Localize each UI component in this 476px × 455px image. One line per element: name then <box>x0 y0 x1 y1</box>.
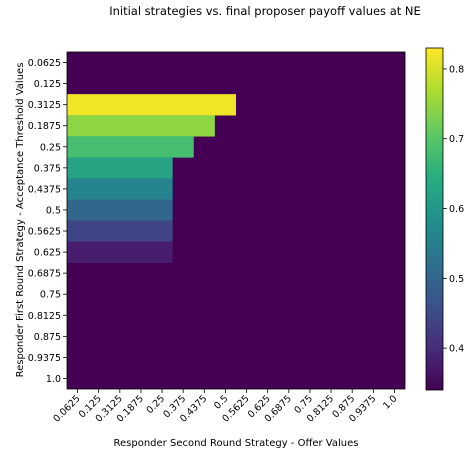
y-tick-label: 0.875 <box>34 332 61 343</box>
y-tick-label: 0.0625 <box>28 58 61 69</box>
y-tick-label: 0.625 <box>34 248 61 259</box>
x-tick-label: 0.0625 <box>51 393 82 424</box>
heatmap-cells <box>67 52 405 389</box>
y-tick-label: 0.125 <box>34 79 61 90</box>
x-axis-label: Responder Second Round Strategy - Offer … <box>114 438 359 449</box>
y-tick-label: 0.8125 <box>28 311 61 322</box>
chart-title: Initial strategies vs. final proposer pa… <box>109 4 421 18</box>
y-tick-label: 1.0 <box>46 374 61 385</box>
y-tick-label: 0.5625 <box>28 227 61 238</box>
colorbar-ticks: 0.4 0.5 0.6 0.7 0.8 <box>443 64 464 355</box>
colorbar-tick-label: 0.5 <box>449 274 464 285</box>
y-tick-label: 0.4375 <box>28 184 61 195</box>
y-tick-label: 0.3125 <box>28 100 61 111</box>
heatmap-row-0.3125 <box>67 94 236 116</box>
y-tick-label: 0.375 <box>34 163 61 174</box>
plot-frame <box>66 51 406 390</box>
y-tick-label: 0.1875 <box>28 121 61 132</box>
colorbar-gradient <box>425 47 444 391</box>
colorbar-tick-label: 0.6 <box>449 204 464 215</box>
y-tick-labels: 0.0625 0.125 0.3125 0.1875 0.25 0.375 0.4375 0.… <box>28 58 67 385</box>
y-axis-label: Responder First Round Strategy - Accepta… <box>15 63 26 378</box>
y-tick-label: 0.6875 <box>28 269 61 280</box>
heatmap-row-0.625 <box>67 241 173 263</box>
heatmap-row-0.1875 <box>67 115 215 137</box>
colorbar-tick-label: 0.4 <box>449 344 464 355</box>
heatmap-row-0.25 <box>67 136 194 158</box>
x-tick-label: 1.0 <box>381 393 399 411</box>
y-tick-label: 0.25 <box>40 142 61 153</box>
y-tick-label: 0.75 <box>40 290 61 301</box>
heatmap-row-0.375 <box>67 157 173 179</box>
heatmap-row-0.5 <box>67 199 173 221</box>
heatmap-row-0.4375 <box>67 178 173 200</box>
y-tick-label: 0.9375 <box>28 353 61 364</box>
colorbar-tick-label: 0.8 <box>449 64 464 75</box>
colorbar-tick-label: 0.7 <box>449 134 464 145</box>
y-tick-label: 0.5 <box>46 205 61 216</box>
heatmap-row-0.5625 <box>67 220 173 242</box>
